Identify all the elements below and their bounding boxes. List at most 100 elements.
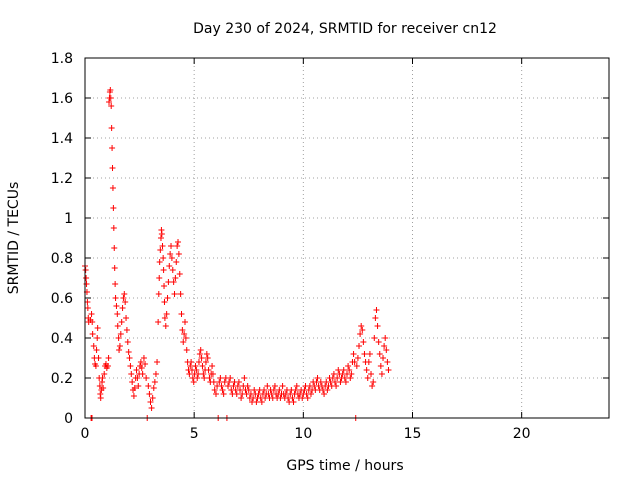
data-point bbox=[179, 327, 186, 333]
data-point bbox=[181, 319, 188, 325]
data-point bbox=[382, 335, 389, 341]
x-tick-label: 20 bbox=[513, 426, 531, 442]
data-point bbox=[165, 279, 172, 285]
data-point bbox=[216, 379, 223, 385]
y-tick-label: 1 bbox=[64, 211, 73, 227]
data-point bbox=[225, 383, 232, 389]
data-point bbox=[100, 385, 107, 391]
data-point bbox=[164, 295, 171, 301]
y-tick-label: 1.4 bbox=[51, 131, 73, 147]
data-point bbox=[97, 395, 104, 401]
data-point bbox=[122, 299, 129, 305]
data-point bbox=[358, 323, 365, 329]
data-point bbox=[161, 299, 168, 305]
data-point bbox=[381, 343, 388, 349]
data-point bbox=[176, 271, 183, 277]
data-point bbox=[372, 315, 379, 321]
chart-title: Day 230 of 2024, SRMTID for receiver cn1… bbox=[193, 21, 497, 37]
data-point bbox=[148, 405, 155, 411]
data-point bbox=[348, 371, 355, 377]
data-point bbox=[137, 359, 144, 365]
data-point bbox=[378, 371, 385, 377]
data-point bbox=[324, 387, 331, 393]
data-point bbox=[108, 103, 115, 109]
data-point bbox=[359, 327, 366, 333]
data-point bbox=[360, 339, 367, 345]
data-point bbox=[84, 305, 91, 311]
data-point bbox=[220, 391, 227, 397]
data-point bbox=[167, 251, 174, 257]
data-point bbox=[175, 251, 182, 257]
data-point bbox=[271, 383, 278, 389]
data-point bbox=[107, 95, 114, 101]
data-point bbox=[235, 379, 242, 385]
data-point bbox=[159, 243, 166, 249]
data-point bbox=[331, 379, 338, 385]
data-point bbox=[210, 379, 217, 385]
data-point bbox=[366, 351, 373, 357]
data-point bbox=[124, 339, 131, 345]
data-point bbox=[116, 343, 123, 349]
data-point bbox=[244, 383, 251, 389]
data-point bbox=[123, 315, 130, 321]
data-point bbox=[156, 275, 163, 281]
data-point bbox=[217, 375, 224, 381]
data-point bbox=[357, 331, 364, 337]
y-tick-label: 0 bbox=[64, 411, 73, 427]
data-point bbox=[152, 371, 159, 377]
data-point bbox=[354, 355, 361, 361]
data-point bbox=[82, 267, 89, 273]
x-tick-labels: 0 5 10 15 20 bbox=[81, 426, 531, 442]
y-tick-label: 0.4 bbox=[51, 331, 73, 347]
data-point bbox=[194, 375, 201, 381]
data-point bbox=[169, 267, 176, 273]
data-point bbox=[83, 275, 90, 281]
data-point bbox=[119, 305, 126, 311]
data-point bbox=[234, 383, 241, 389]
y-tick-label: 1.6 bbox=[51, 91, 73, 107]
data-point bbox=[279, 383, 286, 389]
data-point bbox=[203, 351, 210, 357]
x-tick-label: 5 bbox=[190, 426, 199, 442]
data-point bbox=[200, 371, 207, 377]
data-point bbox=[361, 351, 368, 357]
data-point bbox=[333, 383, 340, 389]
data-point bbox=[181, 331, 188, 337]
data-point bbox=[363, 367, 370, 373]
data-point bbox=[238, 395, 245, 401]
data-point bbox=[213, 391, 219, 397]
data-point bbox=[364, 375, 371, 381]
data-point bbox=[356, 343, 363, 349]
data-point bbox=[353, 363, 360, 369]
x-tick-label: 10 bbox=[294, 426, 312, 442]
data-point bbox=[156, 259, 163, 265]
data-point bbox=[330, 371, 337, 377]
grid-lines bbox=[85, 58, 609, 418]
data-point bbox=[138, 365, 145, 371]
y-tick-label: 0.8 bbox=[51, 251, 73, 267]
data-point bbox=[261, 387, 268, 393]
data-point bbox=[380, 355, 387, 361]
data-point bbox=[173, 259, 180, 265]
data-point bbox=[94, 335, 101, 341]
data-point bbox=[190, 379, 197, 385]
data-point bbox=[134, 375, 141, 381]
data-point bbox=[101, 371, 108, 377]
data-point bbox=[116, 347, 123, 353]
data-point bbox=[83, 281, 90, 287]
data-point bbox=[113, 303, 120, 309]
data-point bbox=[109, 145, 116, 151]
data-point bbox=[195, 371, 202, 377]
data-point bbox=[142, 361, 149, 367]
data-point bbox=[209, 371, 216, 377]
data-point bbox=[377, 363, 384, 369]
data-point bbox=[104, 363, 111, 369]
data-point bbox=[114, 323, 121, 329]
data-point bbox=[180, 339, 187, 345]
data-point bbox=[168, 255, 175, 261]
data-point bbox=[107, 87, 114, 93]
data-point bbox=[158, 231, 165, 237]
data-point bbox=[290, 399, 297, 405]
y-tick-label: 1.2 bbox=[51, 171, 73, 187]
